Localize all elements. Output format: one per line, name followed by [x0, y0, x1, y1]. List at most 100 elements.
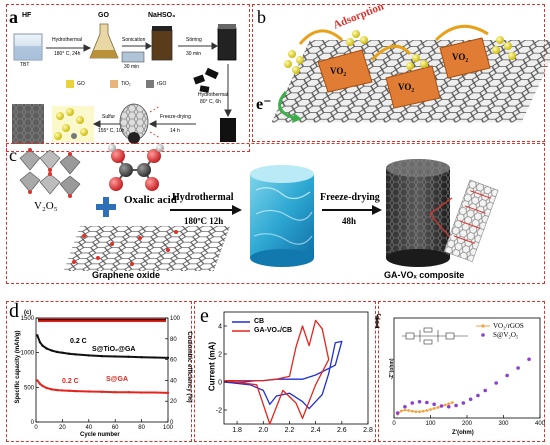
rate-label-1: 0.2 C — [70, 338, 87, 345]
capacity-point — [166, 391, 170, 395]
nyquist-point-1 — [407, 409, 410, 412]
capacity-point — [36, 334, 39, 337]
legend-f-2-marker — [481, 333, 485, 337]
capacity-series-1 — [36, 334, 169, 359]
d-ytick-left-label: 1500 — [21, 316, 35, 322]
nyquist-point-2 — [505, 373, 509, 378]
capacity-point — [87, 390, 91, 393]
panel-c-frame — [6, 143, 545, 284]
sem-image — [12, 104, 44, 144]
nyquist-point-2 — [439, 404, 444, 408]
capacity-point — [100, 390, 104, 394]
nyquist-point-1 — [432, 407, 436, 410]
arrow-hydrothermal — [170, 205, 242, 215]
nyquist-point-2 — [432, 402, 436, 407]
nyquist-point-1 — [436, 406, 440, 409]
capacity-point — [55, 388, 59, 392]
nyquist-point-2 — [527, 357, 531, 362]
aerogel-structure — [119, 103, 149, 144]
legend-go: GO — [77, 81, 85, 87]
f-xtick-label: 100 — [425, 421, 436, 427]
freeze-time-label: 48h — [342, 216, 357, 226]
capacity-point — [50, 349, 54, 352]
arrow-freeze-drying — [322, 205, 382, 215]
label-sulfur-cond: 155° C, 10h — [98, 128, 125, 134]
beaker-tbt — [13, 33, 43, 61]
capacity-point — [36, 379, 39, 382]
d-xtick-label: 80 — [138, 425, 145, 431]
sonication-bath — [121, 51, 145, 63]
v2o5-label: V₂O₅ — [34, 200, 58, 212]
label-hydrothermal-2: Hydrothermal — [198, 92, 229, 98]
oxalic-acid-label: Oxalic acid — [124, 194, 177, 206]
vo2-label-1: VO₂ — [330, 66, 347, 76]
panel-a-frame — [6, 4, 250, 152]
e-ytick-label: 2 — [218, 352, 222, 359]
capacity-point — [61, 389, 64, 392]
panel-d-sublabel: (c) — [24, 310, 32, 316]
legend-f-1-marker — [476, 324, 490, 328]
capacity-point — [140, 355, 143, 359]
capacity-point — [114, 390, 117, 394]
f-xtick-label: 200 — [462, 421, 473, 427]
chart-d-plot-area — [35, 317, 169, 423]
nyquist-point-2 — [403, 404, 407, 409]
stacked-sheets — [443, 179, 499, 262]
nyquist-point-2 — [476, 393, 480, 398]
graphene-oxide-sheet — [63, 226, 230, 272]
label-sonic-time: 30 min — [124, 64, 140, 70]
panel-e-label: e — [200, 305, 209, 327]
nyquist-point-2 — [494, 381, 499, 385]
capacity-point — [127, 390, 130, 394]
electron-label: e⁻ — [256, 96, 272, 113]
e-xtick-label: 2.2 — [285, 427, 295, 434]
nyquist-point-1 — [410, 409, 414, 413]
go-oxygen-atoms — [72, 230, 178, 266]
f-xtick-label: 0 — [392, 421, 396, 427]
d-xtick-label: 40 — [85, 425, 92, 431]
label-stir-time: 30 min — [186, 51, 202, 57]
legend-ga-label: GA-VO₂/CB — [254, 327, 293, 334]
cv-series-2 — [223, 319, 330, 425]
composite-label: GA-VOₓ composite — [384, 270, 465, 280]
panel-f-frame — [378, 301, 545, 442]
legend-tio2: TiO₂ — [121, 81, 131, 87]
plus-icon — [96, 197, 116, 217]
capacity-point — [50, 388, 54, 391]
sulfur-structure — [52, 106, 94, 142]
equivalent-circuit — [402, 327, 468, 345]
ce-band-black — [38, 319, 166, 321]
d-ytick-right-label: 20 — [170, 399, 177, 405]
capacity-point — [45, 347, 48, 350]
capacity-point — [74, 353, 77, 356]
capacity-point — [61, 351, 64, 354]
capacity-point — [100, 354, 104, 358]
chart-e-plot-area — [223, 311, 369, 425]
d-xtick-label: 60 — [112, 425, 119, 431]
nyquist-point-1 — [421, 409, 425, 413]
nyquist-point-1 — [414, 410, 418, 414]
graphene-oxide-label: Graphene oxide — [92, 270, 161, 280]
label-sulfur: Sulfur — [102, 114, 116, 120]
nyquist-point-2 — [468, 397, 473, 402]
d-ytick-left-label: 1000 — [21, 351, 35, 357]
nyquist-point-1 — [418, 410, 421, 414]
d-xtick-label: 100 — [163, 425, 174, 431]
d-ytick-left-label: 0 — [31, 420, 35, 426]
e-xtick-label: 2.4 — [311, 427, 321, 434]
nyquist-point-2 — [446, 404, 451, 409]
d-ytick-right-label: 40 — [170, 378, 177, 384]
panel-d-label: d — [9, 300, 19, 322]
nyquist-point-2 — [395, 411, 400, 415]
panel-c-label: c — [9, 145, 17, 165]
nyquist-point-1 — [451, 401, 454, 404]
label-freeze-drying-a: Freeze-drying — [160, 114, 191, 120]
series-s-tio2-ga-label: S@TiO₂@GA — [92, 346, 136, 353]
capacity-point — [153, 356, 156, 359]
panel-f-xlabel: Z'(ohm) — [452, 430, 474, 436]
hydrothermal-label: Hydrothermal — [172, 192, 234, 203]
